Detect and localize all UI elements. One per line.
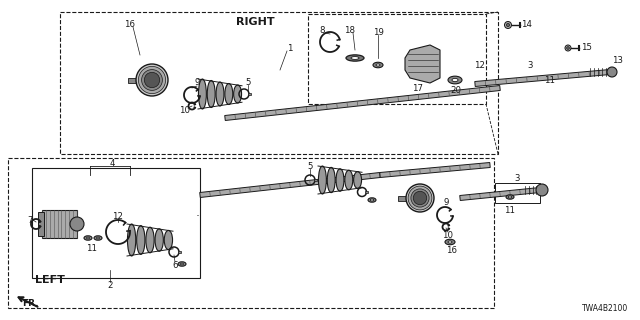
- Text: 12: 12: [113, 212, 124, 220]
- Ellipse shape: [345, 170, 353, 190]
- Text: 8: 8: [319, 26, 324, 35]
- Bar: [128, 77, 136, 83]
- Circle shape: [408, 186, 432, 210]
- Ellipse shape: [506, 195, 514, 199]
- Circle shape: [565, 45, 571, 51]
- Ellipse shape: [327, 167, 335, 193]
- Circle shape: [566, 47, 570, 49]
- Text: 2: 2: [108, 281, 113, 290]
- Circle shape: [141, 70, 163, 91]
- Bar: [60, 12, 498, 154]
- Text: 14: 14: [522, 20, 532, 28]
- Ellipse shape: [84, 236, 92, 240]
- Ellipse shape: [354, 172, 362, 188]
- Text: LEFT: LEFT: [35, 275, 65, 285]
- Text: 3: 3: [515, 173, 520, 182]
- Ellipse shape: [97, 237, 99, 239]
- Bar: [32, 168, 200, 278]
- Ellipse shape: [86, 237, 90, 239]
- Text: 10: 10: [442, 230, 454, 239]
- Text: 3: 3: [527, 60, 532, 69]
- Polygon shape: [200, 172, 380, 197]
- Text: 5: 5: [307, 162, 313, 171]
- Text: 17: 17: [413, 84, 424, 92]
- Bar: [314, 179, 317, 181]
- Polygon shape: [380, 163, 490, 178]
- Bar: [365, 191, 368, 193]
- Ellipse shape: [368, 198, 376, 202]
- Bar: [38, 212, 44, 236]
- Ellipse shape: [207, 81, 215, 108]
- Ellipse shape: [180, 263, 184, 265]
- Ellipse shape: [127, 224, 136, 256]
- Text: RIGHT: RIGHT: [236, 17, 275, 27]
- Circle shape: [145, 72, 160, 88]
- Ellipse shape: [146, 227, 154, 253]
- Bar: [398, 196, 406, 201]
- Circle shape: [136, 64, 168, 96]
- Ellipse shape: [216, 82, 224, 106]
- Text: TWA4B2100: TWA4B2100: [582, 304, 628, 313]
- Text: 7: 7: [28, 215, 33, 225]
- Ellipse shape: [346, 55, 364, 61]
- Ellipse shape: [445, 239, 455, 245]
- Ellipse shape: [370, 199, 374, 201]
- Bar: [308, 14, 486, 104]
- Ellipse shape: [164, 230, 173, 250]
- Ellipse shape: [452, 78, 458, 82]
- Circle shape: [406, 184, 434, 212]
- Text: 15: 15: [582, 43, 593, 52]
- Text: 9: 9: [195, 77, 200, 86]
- Text: FR.: FR.: [22, 299, 38, 308]
- Text: 13: 13: [612, 55, 623, 65]
- Text: 6: 6: [172, 260, 178, 269]
- Bar: [8, 158, 494, 308]
- Text: 16: 16: [125, 20, 136, 28]
- Ellipse shape: [155, 229, 163, 251]
- Text: 20: 20: [451, 85, 461, 94]
- Circle shape: [138, 67, 166, 94]
- Text: 12: 12: [474, 60, 486, 69]
- Ellipse shape: [94, 236, 102, 240]
- Polygon shape: [475, 69, 610, 86]
- Bar: [495, 183, 540, 203]
- Text: 16: 16: [447, 245, 458, 254]
- Text: 11: 11: [545, 76, 556, 84]
- Ellipse shape: [373, 62, 383, 68]
- Text: 5: 5: [245, 77, 251, 86]
- Polygon shape: [460, 188, 540, 201]
- Circle shape: [411, 189, 429, 207]
- Text: 11: 11: [504, 205, 515, 214]
- Text: 1: 1: [287, 44, 292, 52]
- Text: 9: 9: [444, 197, 449, 206]
- Circle shape: [504, 21, 511, 28]
- Polygon shape: [405, 45, 440, 83]
- Circle shape: [506, 23, 509, 27]
- Ellipse shape: [234, 85, 241, 103]
- Ellipse shape: [508, 196, 512, 198]
- Text: 10: 10: [179, 106, 191, 115]
- Text: 19: 19: [372, 28, 383, 36]
- Text: 4: 4: [109, 158, 115, 167]
- Ellipse shape: [448, 76, 462, 84]
- Text: 18: 18: [344, 26, 355, 35]
- Ellipse shape: [376, 64, 380, 66]
- Ellipse shape: [137, 226, 145, 254]
- Ellipse shape: [225, 84, 233, 105]
- Polygon shape: [225, 85, 500, 121]
- Circle shape: [607, 67, 617, 77]
- Ellipse shape: [198, 79, 206, 109]
- Circle shape: [536, 184, 548, 196]
- Circle shape: [413, 191, 427, 205]
- Text: 11: 11: [86, 244, 97, 252]
- Ellipse shape: [319, 166, 326, 194]
- Ellipse shape: [336, 169, 344, 191]
- Bar: [248, 93, 250, 95]
- Bar: [177, 251, 180, 253]
- Bar: [42, 210, 77, 238]
- Ellipse shape: [351, 57, 359, 60]
- Circle shape: [70, 217, 84, 231]
- Ellipse shape: [178, 262, 186, 266]
- Ellipse shape: [448, 241, 452, 243]
